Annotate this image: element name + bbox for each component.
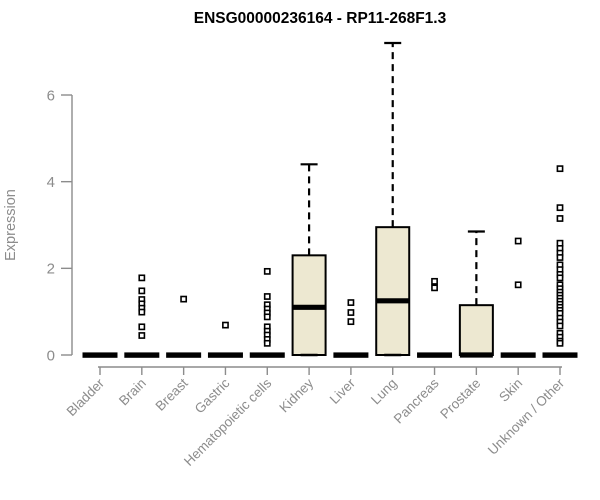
outlier-point [263, 313, 271, 321]
outlier-point [138, 287, 146, 295]
outlier-point [514, 237, 522, 245]
outlier-point [556, 254, 564, 261]
box-iqr [458, 304, 494, 357]
zero-box-bar [500, 352, 536, 358]
outlier-point [347, 299, 355, 306]
zero-box-bar [333, 352, 369, 358]
y-tick-label: 6 [47, 87, 55, 104]
x-tick-label: Lung [368, 376, 400, 408]
zero-box-bar [207, 352, 243, 358]
y-axis-label: Expression [3, 189, 19, 261]
outlier-point [556, 274, 564, 282]
x-tick-label: Bladder [64, 375, 108, 419]
x-tick-label: Breast [153, 375, 191, 413]
outlier-point [431, 277, 438, 285]
outlier-point [138, 308, 146, 316]
x-tick-label: Unknown / Other [485, 375, 568, 458]
y-tick-label: 2 [47, 261, 55, 278]
chart-title: ENSG00000236164 - RP11-268F1.3 [194, 10, 447, 27]
outlier-point [556, 322, 564, 330]
zero-box-bar [417, 352, 453, 358]
zero-box-bar [249, 352, 285, 358]
outlier-point [556, 215, 564, 222]
outlier-point [556, 165, 564, 173]
x-tick-label: Liver [327, 375, 359, 407]
outlier-point [263, 293, 271, 300]
x-tick-label: Skin [496, 376, 525, 405]
zero-box-bar [166, 352, 202, 358]
zero-box-bar [124, 352, 160, 358]
outlier-point [514, 281, 522, 289]
outlier-point [222, 321, 229, 329]
x-tick-label: Kidney [276, 375, 316, 415]
zero-box-bar [542, 352, 578, 358]
x-tick-label: Pancreas [391, 375, 442, 426]
outlier-point [347, 318, 355, 326]
x-tick-label: Prostate [437, 376, 483, 422]
zero-box-bar [82, 352, 118, 358]
outlier-point [263, 339, 271, 347]
outlier-point [556, 204, 564, 212]
outlier-point [138, 274, 146, 282]
box-iqr [375, 226, 411, 356]
y-tick-label: 0 [47, 347, 55, 364]
outlier-point [347, 309, 355, 316]
outlier-point [556, 339, 564, 347]
x-tick-label: Gastric [192, 375, 233, 416]
outlier-point [138, 332, 146, 339]
outlier-point [263, 267, 271, 275]
y-tick-label: 4 [47, 174, 55, 191]
outlier-point [180, 295, 188, 303]
x-tick-label: Brain [116, 376, 149, 409]
outlier-point [431, 284, 438, 292]
outlier-point [138, 323, 146, 331]
